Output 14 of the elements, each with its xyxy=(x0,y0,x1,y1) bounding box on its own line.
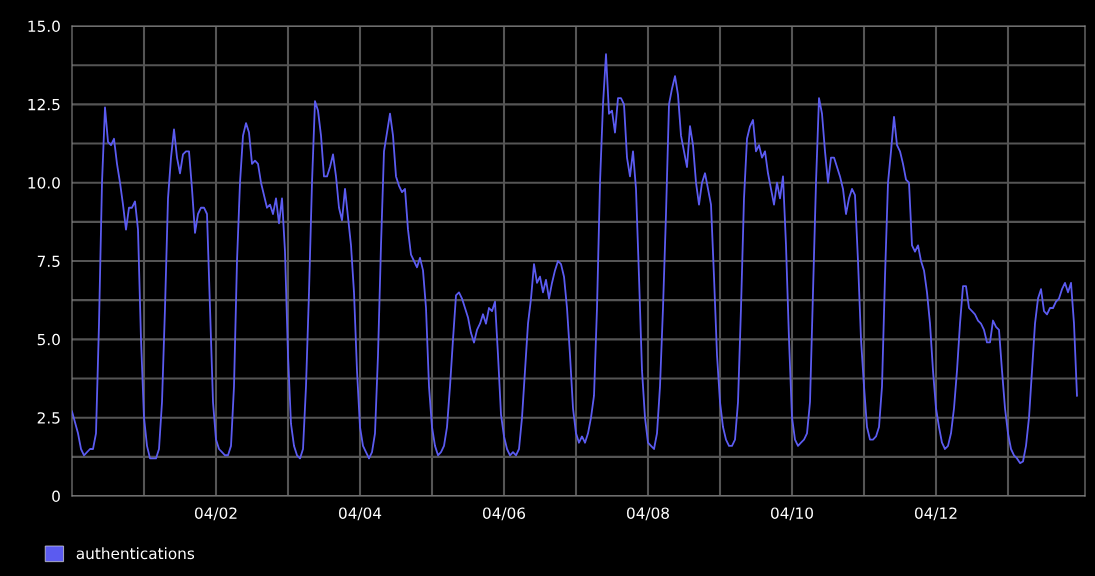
legend-label: authentications xyxy=(76,547,195,560)
y-tick-label: 7.5 xyxy=(37,255,60,268)
x-tick-label: 04/12 xyxy=(914,507,957,521)
y-tick-label: 2.5 xyxy=(37,412,60,424)
y-tick-label: 0 xyxy=(52,490,60,503)
y-tick-label: 15.0 xyxy=(28,20,60,33)
x-tick-label: 04/02 xyxy=(194,507,237,521)
y-tick-label: 12.5 xyxy=(28,98,60,111)
x-tick-label: 04/06 xyxy=(482,507,526,521)
y-tick-label: 10.0 xyxy=(28,177,60,189)
y-tick-label: 5.0 xyxy=(37,333,60,346)
x-tick-label: 04/10 xyxy=(770,507,813,521)
x-tick-label: 04/04 xyxy=(338,507,382,521)
x-tick-label: 04/08 xyxy=(626,507,669,521)
